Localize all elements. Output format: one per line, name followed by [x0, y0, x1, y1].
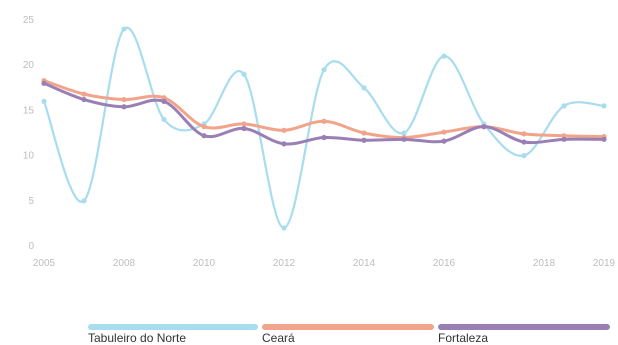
data-point [521, 139, 527, 145]
data-point [361, 137, 367, 143]
data-point [481, 124, 487, 130]
series-line [42, 79, 606, 140]
data-point [441, 138, 447, 144]
data-point [41, 80, 47, 86]
x-tick-label: 2005 [33, 258, 56, 269]
y-tick-label: 20 [23, 60, 35, 71]
data-point [281, 127, 287, 133]
y-tick-label: 15 [23, 105, 35, 116]
x-tick-label: 2018 [533, 258, 556, 269]
series-line [42, 26, 606, 230]
x-tick-label: 2019 [593, 258, 616, 269]
y-tick-label: 25 [23, 15, 35, 26]
y-tick-label: 0 [28, 241, 34, 252]
legend-label: Fortaleza [438, 331, 488, 345]
x-tick-label: 2012 [273, 258, 296, 269]
data-point [321, 118, 327, 124]
data-point [281, 141, 287, 147]
x-tick-label: 2016 [433, 258, 456, 269]
data-point [441, 129, 447, 135]
data-point [121, 26, 127, 32]
data-point [161, 95, 167, 101]
y-tick-label: 10 [23, 151, 35, 162]
data-point [441, 53, 447, 59]
data-point [201, 124, 207, 130]
legend-label: Tabuleiro do Norte [88, 331, 186, 345]
data-point [241, 121, 247, 127]
data-point [521, 153, 527, 159]
data-point [121, 104, 127, 110]
data-point [401, 130, 407, 136]
x-tick-label: 2008 [113, 258, 136, 269]
data-point [601, 136, 607, 142]
data-point [81, 96, 87, 103]
x-tick-label: 2010 [193, 258, 216, 269]
data-point [121, 96, 127, 103]
data-point [81, 198, 87, 204]
data-point [281, 225, 287, 231]
legend-swatch [262, 324, 434, 330]
data-point [241, 125, 247, 132]
data-point [361, 85, 367, 91]
data-point [161, 98, 167, 104]
data-point [561, 103, 567, 109]
data-point [601, 103, 607, 109]
legend-swatch [438, 324, 610, 330]
data-point [561, 136, 567, 142]
x-tick-label: 2014 [353, 258, 376, 269]
data-point [401, 136, 407, 142]
data-point [521, 131, 527, 137]
data-point [241, 71, 247, 77]
data-point [161, 116, 167, 123]
data-point [561, 133, 567, 139]
legend-label: Ceará [262, 331, 295, 345]
y-tick-label: 5 [28, 196, 34, 207]
legend-swatch [88, 324, 258, 330]
data-point [321, 134, 327, 141]
data-point [41, 98, 47, 104]
data-point [361, 130, 367, 136]
data-point [81, 91, 87, 97]
data-point [321, 67, 327, 73]
data-point [201, 133, 207, 139]
